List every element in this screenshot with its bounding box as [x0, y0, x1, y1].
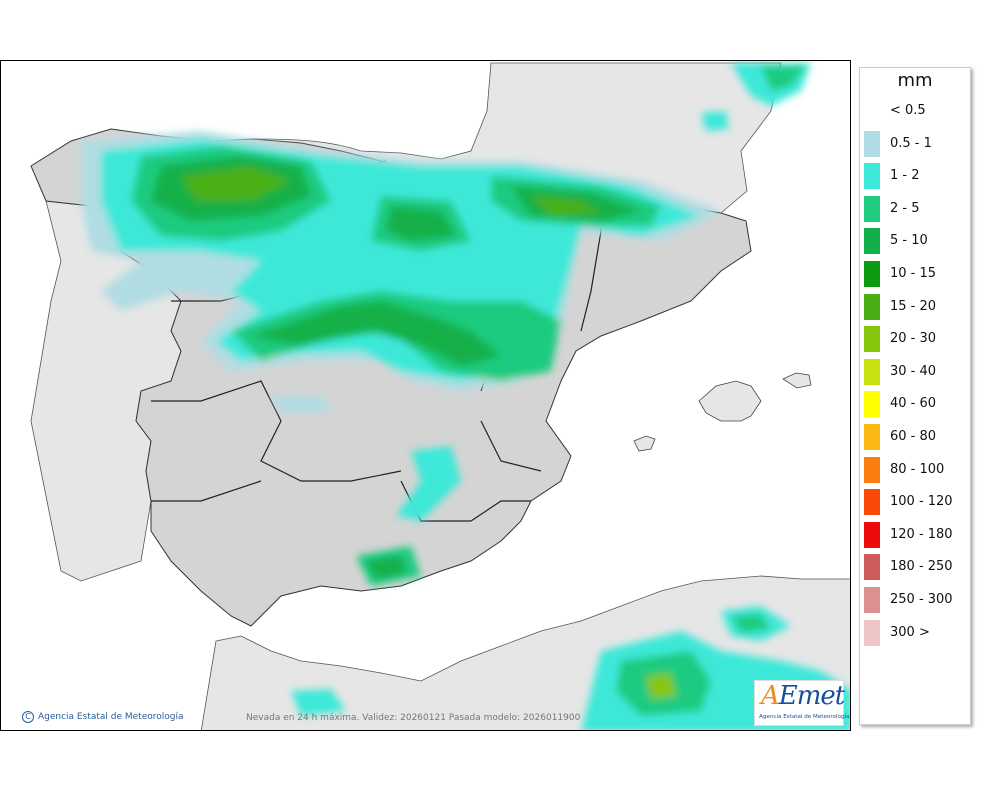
- legend-swatch: [864, 358, 880, 385]
- legend-swatch: [864, 521, 880, 548]
- legend-swatch: [864, 326, 880, 353]
- legend-item: 30 - 40: [864, 358, 968, 385]
- legend-item: 120 - 180: [864, 521, 968, 548]
- legend-label: 20 - 30: [890, 331, 937, 347]
- legend-item: 180 - 250: [864, 554, 968, 581]
- credit-text: C Agencia Estatal de Meteorología: [22, 711, 184, 723]
- legend-label: 30 - 40: [890, 363, 937, 379]
- legend-label: 15 - 20: [890, 298, 937, 314]
- legend-swatch: [864, 98, 880, 124]
- legend-label: 80 - 100: [890, 461, 945, 477]
- legend-item: 250 - 300: [864, 587, 968, 613]
- legend-item: 40 - 60: [864, 391, 968, 418]
- snowfall-areas: [81, 63, 850, 730]
- legend-swatch: [864, 163, 880, 190]
- legend-item: 5 - 10: [864, 228, 968, 255]
- legend-item: 2 - 5: [864, 195, 968, 222]
- copyright-icon: C: [22, 711, 34, 723]
- legend-swatch: [864, 489, 880, 516]
- logo-letters: Emet: [778, 681, 845, 711]
- legend-swatch: [864, 424, 880, 450]
- legend-item: 60 - 80: [864, 424, 968, 450]
- snowfall-map: [0, 60, 851, 731]
- logo-letter-a: A: [761, 681, 780, 711]
- legend-swatch: [864, 228, 880, 255]
- legend-swatch: [864, 619, 880, 646]
- legend-label: 2 - 5: [890, 200, 920, 216]
- legend-item: 20 - 30: [864, 326, 968, 353]
- ibiza-land: [633, 435, 656, 452]
- credit-label: Agencia Estatal de Meteorología: [38, 712, 184, 722]
- legend-label: 10 - 15: [890, 266, 937, 281]
- legend-swatch: [864, 261, 880, 287]
- logo-subtitle: Agencia Estatal de Meteorología: [759, 714, 850, 720]
- legend-swatch: [864, 195, 880, 222]
- legend-swatch: [864, 130, 880, 157]
- map-canvas: [30, 62, 850, 730]
- legend-item: 15 - 20: [864, 293, 968, 320]
- legend-label: 0.5 - 1: [890, 135, 932, 151]
- legend-swatch: [864, 293, 880, 320]
- legend-item: 0.5 - 1: [864, 130, 968, 157]
- legend-swatch: [864, 456, 880, 483]
- legend-label: 5 - 10: [890, 233, 928, 249]
- legend: mm < 0.5 0.5 - 1 1 - 2 2 - 5 5 - 10 10 - 15 15…: [859, 67, 971, 725]
- map-caption: Nevada en 24 h máxima. Validez: 20260121…: [246, 713, 581, 723]
- mallorca-land: [698, 380, 762, 422]
- legend-item: 100 - 120: [864, 489, 968, 516]
- legend-item: 300 >: [864, 619, 968, 646]
- legend-label: 100 - 120: [890, 494, 953, 510]
- menorca-land: [782, 372, 812, 389]
- legend-swatch: [864, 391, 880, 418]
- legend-label: 40 - 60: [890, 396, 937, 412]
- legend-label: < 0.5: [890, 103, 926, 118]
- legend-item: 80 - 100: [864, 456, 968, 483]
- legend-label: 180 - 250: [890, 559, 953, 575]
- legend-item: 1 - 2: [864, 163, 968, 190]
- legend-unit: mm: [897, 70, 933, 91]
- legend-swatch: [864, 554, 880, 581]
- legend-label: 250 - 300: [890, 592, 953, 607]
- aemet-logo: AEmet Agencia Estatal de Meteorología: [754, 680, 849, 726]
- legend-item: 10 - 15: [864, 261, 968, 287]
- legend-label: 60 - 80: [890, 429, 937, 444]
- legend-label: 1 - 2: [890, 168, 920, 184]
- legend-swatch: [864, 587, 880, 613]
- legend-label: 300 >: [890, 624, 930, 640]
- legend-item: < 0.5: [864, 98, 968, 124]
- legend-label: 120 - 180: [890, 526, 953, 542]
